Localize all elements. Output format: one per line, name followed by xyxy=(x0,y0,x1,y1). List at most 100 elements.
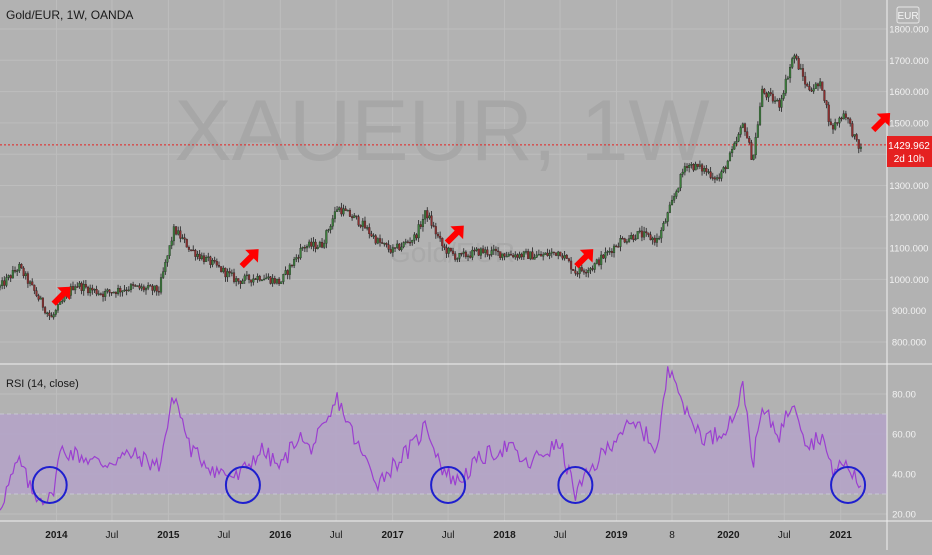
candle-body xyxy=(591,268,594,270)
candle-body xyxy=(516,254,519,258)
candle-body xyxy=(333,211,336,219)
candle-body xyxy=(144,287,148,291)
candle-body xyxy=(353,215,356,219)
candle-body xyxy=(574,270,577,274)
time-tick-label: 2020 xyxy=(717,530,740,541)
currency-badge[interactable]: EUR xyxy=(897,11,918,22)
candle-body xyxy=(488,254,491,256)
candle-body xyxy=(548,253,551,256)
candle-body xyxy=(86,286,90,294)
candle-body xyxy=(305,246,309,249)
candle-body xyxy=(621,238,624,240)
candle-body xyxy=(18,263,21,271)
candle-body xyxy=(836,122,839,124)
candle-body xyxy=(170,240,173,246)
candle-body xyxy=(125,289,128,292)
candle-body xyxy=(74,286,77,291)
candle-body xyxy=(754,137,757,156)
candle-body xyxy=(829,121,832,126)
time-axis[interactable]: 2014 Jul 2015 Jul 2016 Jul 2017 Jul 2018 Jul 2019 8… xyxy=(45,530,852,541)
candle-body xyxy=(288,264,291,275)
candle-body xyxy=(59,301,62,305)
candle-body xyxy=(61,300,64,303)
candle-body xyxy=(56,304,60,311)
candle-body xyxy=(31,281,34,286)
candle-body xyxy=(518,253,521,258)
candle-body xyxy=(683,166,686,173)
candle-body xyxy=(533,257,536,260)
candle-body xyxy=(758,106,762,125)
candle-body xyxy=(542,254,545,257)
candle-body xyxy=(293,259,296,266)
candle-body xyxy=(436,233,440,237)
candle-body xyxy=(589,268,592,271)
candle-body xyxy=(5,277,8,286)
candle-body xyxy=(398,243,401,251)
candle-body xyxy=(258,276,261,281)
candle-body xyxy=(456,258,459,260)
price-tick-label: 900.000 xyxy=(892,306,926,317)
candle-body xyxy=(286,270,289,275)
price-tick-label: 1000.000 xyxy=(889,275,929,286)
candle-body xyxy=(217,264,221,267)
candle-body xyxy=(761,88,764,107)
currency-badge-box[interactable] xyxy=(896,6,920,24)
candle-body xyxy=(849,118,852,124)
candle-body xyxy=(475,248,478,251)
candle-body xyxy=(563,255,566,259)
time-tick-label: Jul xyxy=(106,530,119,541)
candle-body xyxy=(677,187,680,192)
candle-body xyxy=(726,160,729,170)
candle-body xyxy=(389,249,392,253)
rsi-axis[interactable]: 80.00 60.00 40.00 20.00 xyxy=(892,390,916,521)
candle-body xyxy=(713,177,716,180)
candle-body xyxy=(507,253,510,257)
candle-body xyxy=(640,230,643,238)
candle-body xyxy=(278,278,281,284)
candle-body xyxy=(342,208,345,215)
candle-body xyxy=(595,259,598,264)
candle-body xyxy=(514,254,517,258)
candle-body xyxy=(827,104,830,122)
candle-body xyxy=(402,242,405,248)
candle-body xyxy=(819,81,822,87)
candle-body xyxy=(82,284,85,291)
candle-body xyxy=(842,113,845,120)
candle-body xyxy=(552,251,555,254)
candle-body xyxy=(250,279,253,283)
rsi-line xyxy=(0,366,862,511)
time-tick-label: 2015 xyxy=(157,530,180,541)
candle-body xyxy=(297,257,300,259)
candle-body xyxy=(46,312,49,315)
candle-body xyxy=(623,238,626,243)
time-tick-label: 2021 xyxy=(830,530,853,541)
candle-body xyxy=(612,245,616,254)
candle-body xyxy=(361,220,364,227)
candle-body xyxy=(183,237,186,240)
candle-body xyxy=(855,134,858,140)
candle-body xyxy=(722,167,725,172)
candle-body xyxy=(396,243,399,248)
candle-body xyxy=(479,248,482,256)
candle-body xyxy=(698,164,701,167)
candle-body xyxy=(157,291,160,293)
candle-body xyxy=(593,263,596,270)
candle-body xyxy=(9,275,12,279)
candle-body xyxy=(804,76,807,85)
candle-body xyxy=(466,255,470,258)
candle-body xyxy=(484,249,487,253)
candle-body xyxy=(41,297,44,308)
candle-body xyxy=(411,240,414,243)
candle-body xyxy=(473,249,476,252)
candle-body xyxy=(213,260,216,262)
candle-body xyxy=(630,235,633,239)
candle-body xyxy=(439,235,442,239)
candle-body xyxy=(724,167,727,170)
candle-body xyxy=(445,247,448,254)
trend-arrow xyxy=(444,225,464,245)
time-tick-label: 2019 xyxy=(605,530,628,541)
candle-body xyxy=(823,90,826,101)
candle-body xyxy=(735,141,738,144)
